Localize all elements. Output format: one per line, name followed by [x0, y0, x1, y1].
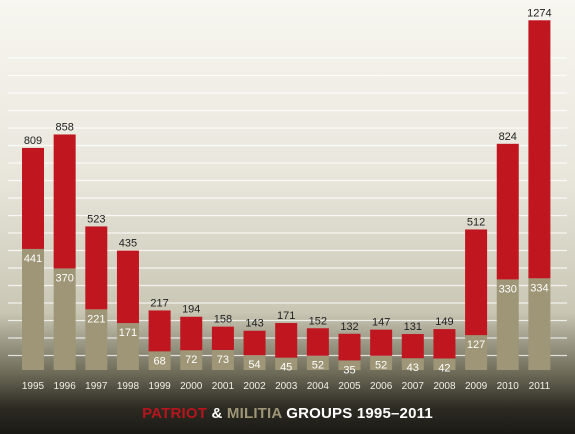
title-segment-3: GROUPS 1995–2011	[282, 405, 433, 422]
total-label-2009: 512	[467, 216, 485, 228]
data-labels: 809 441 858 370 523 221 435 171 217 68 194 72 158 73 1…	[24, 7, 552, 376]
total-label-2010: 824	[499, 131, 517, 143]
x-tick-1999: 1999	[148, 381, 171, 392]
x-tick-1997: 1997	[85, 381, 108, 392]
title-segment-2: MILITIA	[227, 405, 283, 422]
total-label-2007: 131	[404, 321, 422, 333]
militia-label-2006: 52	[375, 360, 387, 372]
total-label-1995: 809	[24, 135, 42, 147]
total-label-1998: 435	[119, 238, 137, 250]
bar-patriot-2007	[401, 334, 424, 359]
bar-militia-2011	[528, 278, 551, 370]
bar-patriot-1998	[116, 250, 139, 324]
x-tick-2011: 2011	[529, 381, 551, 392]
bar-militia-2004	[306, 355, 329, 370]
x-tick-2008: 2008	[433, 381, 456, 392]
x-tick-labels: 1995 1996 1997 1998 1999 2000 2001 2002 2003 2004…	[22, 381, 551, 392]
bar-militia-2010	[496, 279, 519, 370]
bars	[22, 20, 551, 370]
militia-label-1996: 370	[55, 272, 73, 284]
bar-patriot-2000	[180, 316, 203, 351]
bar-militia-2007	[401, 358, 424, 370]
x-tick-2007: 2007	[402, 381, 425, 392]
x-tick-2004: 2004	[307, 381, 330, 392]
militia-label-1998: 171	[119, 327, 137, 339]
total-label-1999: 217	[150, 297, 168, 309]
militia-label-1999: 68	[153, 355, 165, 367]
militia-label-2001: 73	[217, 354, 229, 366]
militia-label-2005: 35	[343, 364, 355, 376]
militia-label-1995: 441	[24, 253, 42, 265]
x-tick-2001: 2001	[212, 381, 235, 392]
bar-militia-2005	[338, 360, 361, 370]
militia-label-2009: 127	[467, 339, 485, 351]
militia-label-2010: 330	[499, 283, 517, 295]
bar-militia-2003	[275, 357, 298, 370]
bar-patriot-2009	[465, 229, 488, 336]
bar-militia-2006	[370, 355, 393, 370]
militia-label-2004: 52	[312, 360, 324, 372]
x-tick-1995: 1995	[22, 381, 45, 392]
bar-militia-1998	[116, 323, 139, 370]
x-tick-1998: 1998	[117, 381, 140, 392]
bar-patriot-2011	[528, 20, 551, 279]
militia-label-2002: 54	[248, 359, 260, 371]
title-segment-0: PATRIOT	[142, 405, 207, 422]
total-label-2004: 152	[309, 315, 327, 327]
bar-patriot-1995	[22, 147, 44, 249]
total-label-2002: 143	[245, 318, 263, 330]
bar-militia-2009	[465, 335, 488, 370]
militia-label-2011: 334	[530, 282, 548, 294]
x-tick-2002: 2002	[243, 381, 266, 392]
total-label-2001: 158	[214, 314, 232, 326]
bar-militia-2001	[211, 349, 234, 370]
militia-label-2007: 43	[407, 362, 419, 374]
bar-patriot-2003	[275, 323, 298, 358]
bar-militia-2008	[433, 358, 456, 370]
bar-militia-2000	[180, 350, 203, 370]
total-label-1997: 523	[87, 213, 105, 225]
bar-patriot-1996	[53, 134, 76, 269]
chart-title: PATRIOT & MILITIA GROUPS 1995–2011	[142, 405, 433, 422]
total-label-2011: 1274	[527, 7, 551, 19]
x-tick-1996: 1996	[54, 381, 77, 392]
militia-label-2008: 42	[438, 362, 450, 374]
militia-label-1997: 221	[87, 313, 105, 325]
total-label-2000: 194	[182, 304, 200, 316]
militia-label-2000: 72	[185, 354, 197, 366]
bar-militia-1999	[148, 351, 171, 370]
total-label-2003: 171	[277, 310, 295, 322]
total-label-2008: 149	[435, 316, 453, 328]
x-tick-2009: 2009	[465, 381, 488, 392]
total-label-1996: 858	[55, 121, 73, 133]
bar-patriot-1997	[85, 226, 108, 310]
militia-label-2003: 45	[280, 362, 292, 374]
bar-patriot-2004	[306, 328, 329, 356]
bar-patriot-1999	[148, 310, 171, 352]
bar-militia-1995	[22, 248, 44, 370]
x-tick-2006: 2006	[370, 381, 393, 392]
bar-patriot-2008	[433, 329, 456, 359]
x-tick-2000: 2000	[180, 381, 203, 392]
bar-patriot-2002	[243, 330, 266, 356]
bar-patriot-2010	[496, 143, 519, 280]
bar-patriot-2005	[338, 333, 361, 361]
total-label-2006: 147	[372, 317, 390, 329]
x-tick-2003: 2003	[275, 381, 298, 392]
bar-patriot-2006	[370, 329, 393, 356]
total-label-2005: 132	[340, 321, 358, 333]
bar-patriot-2001	[211, 326, 234, 350]
bar-militia-2002	[243, 355, 266, 370]
title-segment-1: &	[207, 405, 227, 422]
bar-militia-1996	[53, 268, 76, 370]
bar-militia-1997	[85, 309, 108, 370]
x-tick-2005: 2005	[338, 381, 361, 392]
x-tick-2010: 2010	[497, 381, 520, 392]
